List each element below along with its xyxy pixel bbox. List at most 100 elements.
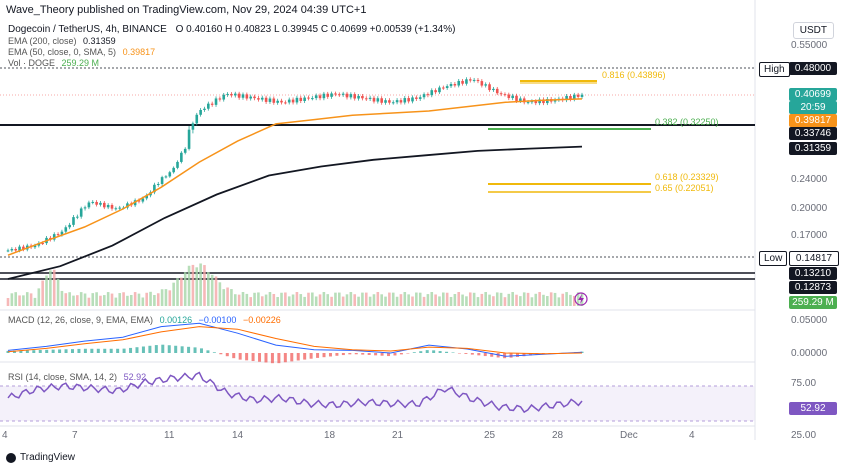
volume-bar: [361, 292, 364, 306]
candle: [257, 98, 260, 100]
macd-hist-bar: [83, 348, 87, 353]
volume-bar: [253, 292, 256, 306]
candle: [230, 93, 233, 96]
volume-bar: [576, 292, 580, 306]
volume-bar: [515, 294, 518, 306]
macd-hist-bar: [19, 350, 23, 353]
volume-bar: [276, 296, 279, 306]
time-tick: 21: [392, 430, 404, 441]
rsi-legend[interactable]: RSI (14, close, SMA, 14, 2) 52.92: [8, 372, 146, 382]
volume-bar: [18, 295, 21, 306]
candle: [253, 96, 256, 99]
volume-bar: [280, 292, 283, 306]
ema50-legend[interactable]: EMA (50, close, 0, SMA, 5) 0.39817: [8, 47, 155, 57]
volume-bar: [569, 294, 572, 306]
candle: [41, 243, 44, 245]
macd-hist-bar: [225, 353, 229, 357]
volume-bar: [430, 292, 434, 306]
candle: [195, 114, 199, 124]
macd-hist-bar: [38, 349, 42, 353]
candle: [52, 234, 56, 240]
candle: [353, 94, 357, 99]
volume-bar: [133, 292, 137, 306]
volume-bar: [442, 292, 445, 306]
volume-bar: [407, 294, 410, 306]
volume-bar: [33, 297, 37, 306]
volume-bar: [311, 292, 314, 306]
candle: [465, 79, 468, 84]
macd-hist-bar: [522, 353, 526, 357]
volume-bar: [114, 297, 118, 306]
candle: [318, 95, 322, 99]
volume-bar: [445, 292, 449, 306]
macd-hist-bar: [406, 353, 410, 354]
candle: [245, 94, 249, 99]
volume-bar: [530, 297, 534, 306]
candle: [345, 93, 349, 98]
volume-bar: [403, 292, 407, 306]
volume-bar: [245, 293, 249, 306]
volume-bar: [210, 274, 214, 306]
volume-bar: [476, 297, 480, 306]
volume-bar: [49, 270, 52, 306]
ema200-legend[interactable]: EMA (200, close) 0.31359: [8, 36, 116, 46]
ema50-legend-value: 0.39817: [122, 47, 156, 57]
currency-button[interactable]: USDT: [792, 22, 834, 39]
volume-bar: [338, 292, 341, 306]
candle: [241, 94, 245, 98]
candle: [468, 79, 472, 81]
candle: [180, 152, 183, 162]
candle: [461, 80, 464, 84]
volume-bar: [572, 295, 576, 306]
candle: [380, 98, 383, 103]
volume-bar: [83, 293, 87, 306]
macd-hist-bar: [451, 352, 455, 353]
macd-hist-bar: [374, 353, 378, 356]
macd-hist-bar: [270, 353, 274, 364]
macd-hist-bar: [348, 353, 352, 355]
candle: [203, 108, 206, 110]
macd-hist-bar: [367, 353, 371, 355]
macd-hist-bar: [116, 348, 120, 353]
volume-bar: [22, 295, 25, 306]
candle: [191, 123, 195, 130]
macd-hist-bar: [245, 353, 249, 361]
rsi-band: [0, 386, 755, 421]
candle: [457, 80, 461, 86]
volume-bar: [183, 272, 187, 306]
candle: [106, 205, 110, 208]
ema200-legend-label: EMA (200, close): [8, 36, 77, 46]
candle: [338, 94, 341, 96]
volume-bar: [79, 292, 83, 306]
high-tag: High: [759, 62, 790, 77]
candle: [33, 245, 37, 248]
volume-bar: [465, 296, 468, 306]
volume-bar: [45, 275, 48, 306]
candle: [576, 94, 580, 97]
high-price-label: 0.48000: [789, 62, 837, 75]
macd-hist-bar: [419, 351, 423, 353]
candle: [249, 96, 252, 99]
candle: [322, 93, 326, 99]
time-tick: 28: [552, 430, 564, 441]
macd-hist-bar: [296, 353, 300, 361]
macd-legend[interactable]: MACD (12, 26, close, 9, EMA, EMA) 0.0012…: [8, 315, 281, 325]
macd-hist-bar: [393, 353, 397, 356]
candle: [395, 100, 399, 103]
ema200-price-label: 0.31359: [789, 142, 837, 155]
volume-bar: [565, 292, 568, 306]
volume-bar: [6, 298, 10, 306]
footer-text: TradingView: [20, 452, 76, 463]
volume-bar: [268, 292, 272, 306]
volume-bar: [103, 295, 106, 306]
volume-bar: [415, 292, 418, 306]
candle: [580, 94, 584, 97]
volume-legend[interactable]: Vol · DOGE 259.29 M: [8, 58, 99, 68]
volume-bar: [137, 293, 141, 306]
volume-bar: [203, 265, 206, 306]
volume-bar: [14, 292, 18, 306]
candle: [284, 102, 287, 104]
time-tick: 11: [164, 430, 175, 441]
volume-bar: [357, 296, 360, 306]
